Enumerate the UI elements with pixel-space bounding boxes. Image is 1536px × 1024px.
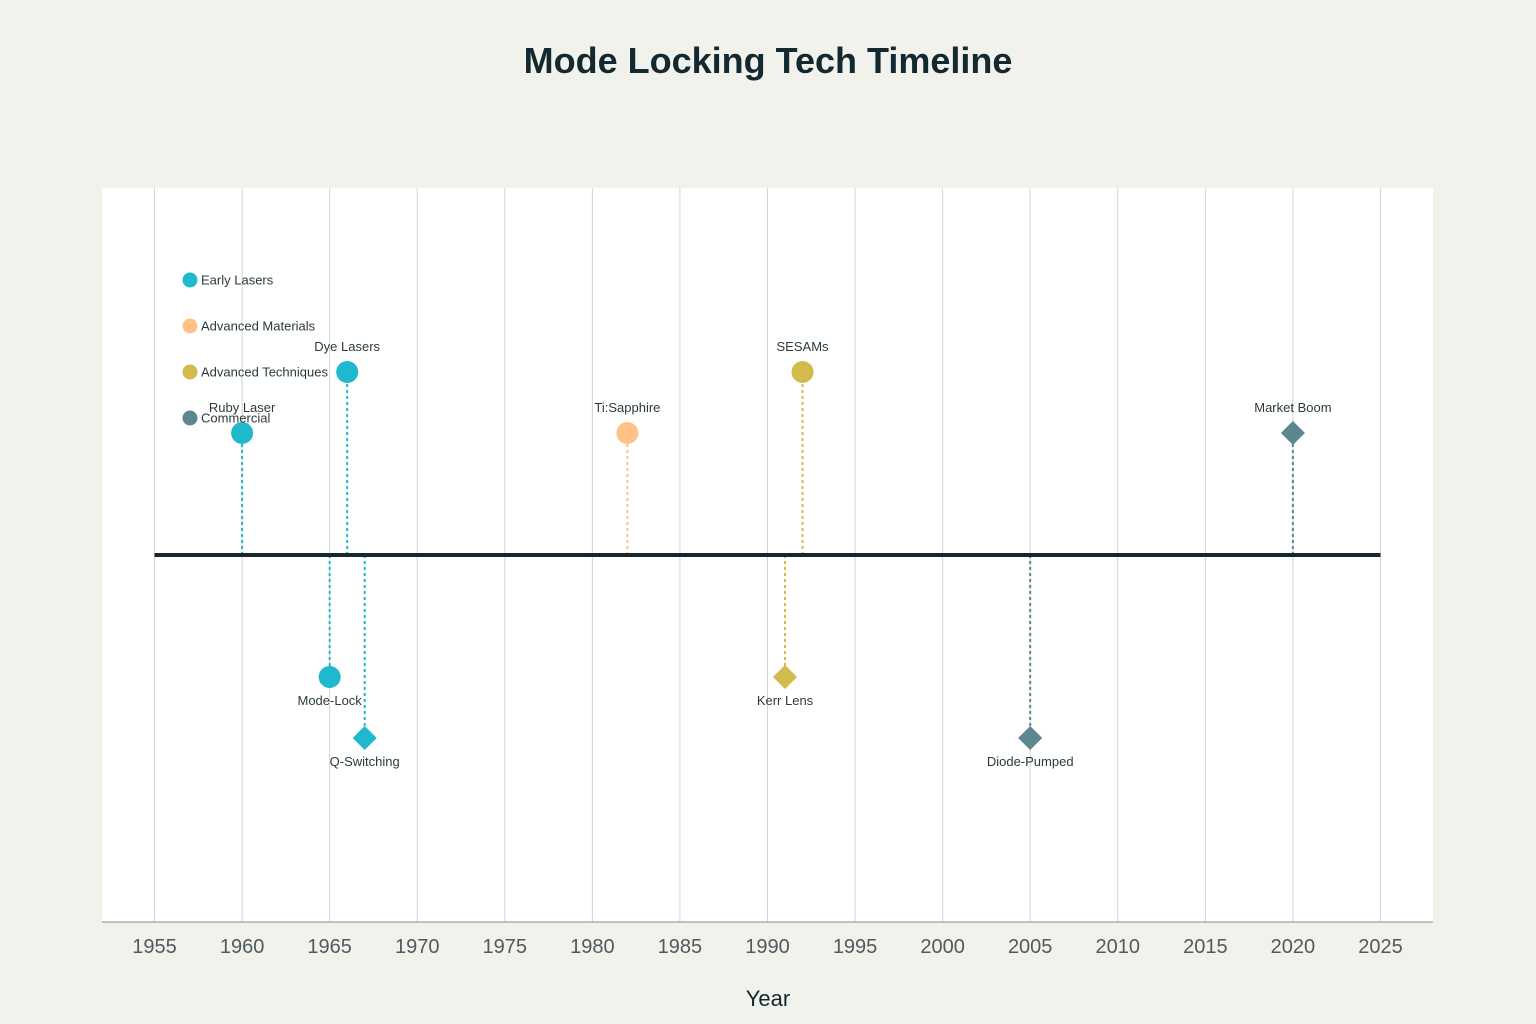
x-tick-label: 1955 bbox=[132, 936, 177, 958]
event-marker-circle bbox=[231, 422, 254, 444]
legend-marker bbox=[182, 410, 198, 426]
event-marker-diamond bbox=[1280, 421, 1305, 445]
event-marker-circle bbox=[336, 361, 359, 383]
x-axis-title: Year bbox=[746, 986, 790, 1011]
x-tick-label: 1970 bbox=[395, 936, 440, 958]
event-label: Q-Switching bbox=[330, 754, 400, 769]
event-label: Market Boom bbox=[1254, 400, 1331, 415]
x-tick-label: 1965 bbox=[307, 936, 352, 958]
event-label: Kerr Lens bbox=[757, 693, 814, 708]
x-tick-label: 2015 bbox=[1183, 936, 1228, 958]
legend-marker bbox=[182, 272, 198, 288]
x-tick-label: 2005 bbox=[1008, 936, 1053, 958]
stem-layer bbox=[241, 372, 1294, 738]
x-tick-label: 1960 bbox=[220, 936, 265, 958]
event-label: Diode-Pumped bbox=[987, 754, 1074, 769]
event-marker-circle bbox=[616, 422, 639, 444]
event-marker-diamond bbox=[1018, 726, 1043, 750]
event-label: SESAMs bbox=[777, 339, 830, 354]
chart-title: Mode Locking Tech Timeline bbox=[523, 40, 1013, 81]
legend-label: Advanced Materials bbox=[201, 319, 316, 334]
event-marker-diamond bbox=[773, 665, 798, 689]
x-tick-label: 2000 bbox=[920, 936, 965, 958]
legend-marker bbox=[182, 364, 198, 380]
event-label: Dye Lasers bbox=[314, 339, 380, 354]
x-tick-labels: 1955 1960 1965 1970 1975 1980 1985 1990 1995 2000… bbox=[132, 936, 1402, 958]
event-marker-circle bbox=[318, 666, 341, 688]
event-label: Mode-Lock bbox=[298, 693, 363, 708]
x-tick-label: 2020 bbox=[1271, 936, 1316, 958]
x-tick-label: 1980 bbox=[570, 936, 615, 958]
x-tick-label: 1990 bbox=[745, 936, 790, 958]
marker-layer bbox=[231, 361, 1305, 750]
legend-marker bbox=[182, 318, 198, 334]
legend-label: Advanced Techniques bbox=[201, 365, 328, 380]
x-tick-label: 1985 bbox=[658, 936, 703, 958]
event-label: Ruby Laser bbox=[209, 400, 276, 415]
event-marker-diamond bbox=[352, 726, 377, 750]
x-tick-label: 2010 bbox=[1096, 936, 1141, 958]
legend-label: Early Lasers bbox=[201, 273, 274, 288]
event-marker-circle bbox=[791, 361, 814, 383]
label-layer: Ruby Laser Mode-Lock Dye Lasers Q-Switching… bbox=[209, 339, 1332, 769]
event-label: Ti:Sapphire bbox=[594, 400, 660, 415]
legend: Early Lasers Advanced Materials Advanced T… bbox=[182, 272, 328, 426]
x-tick-label: 1975 bbox=[483, 936, 528, 958]
x-tick-label: 2025 bbox=[1358, 936, 1403, 958]
x-tick-label: 1995 bbox=[833, 936, 878, 958]
legend-label: Commercial bbox=[201, 411, 270, 426]
